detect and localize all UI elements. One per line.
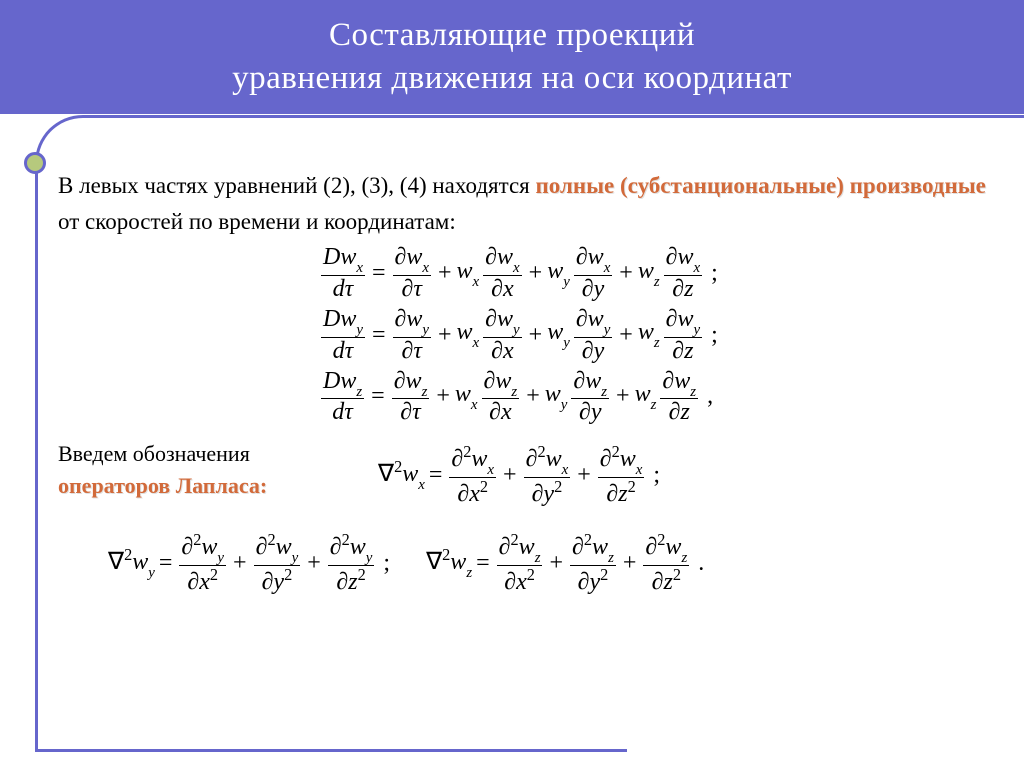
laplace-row-x: ∇2wx=∂2wx∂x2+∂2wx∂y2+∂2wx∂z2; (378, 444, 994, 506)
laplace-intro-line1: Введем обозначения (58, 438, 348, 470)
slide-body: В левых частях уравнений (2), (3), (4) н… (58, 168, 994, 600)
intro-paragraph: В левых частях уравнений (2), (3), (4) н… (58, 168, 994, 239)
laplace-row-z: ∇2wz=∂2wz∂x2+∂2wz∂y2+∂2wz∂z2. (426, 532, 704, 594)
substantial-derivatives-equations: Dwxdτ=∂wx∂τ+wx∂wx∂x+wy∂wx∂y+wz∂wx∂z; Dwyd… (318, 245, 994, 424)
intro-post: от скоростей по времени и координатам: (58, 209, 456, 234)
laplace-intro: Введем обозначения операторов Лапласа: (58, 438, 348, 502)
slide-title: Составляющие проекций уравнения движения… (0, 0, 1024, 114)
laplace-row-y: ∇2wy=∂2wy∂x2+∂2wy∂y2+∂2wy∂z2; (108, 532, 390, 594)
substantial-row-x: Dwxdτ=∂wx∂τ+wx∂wx∂x+wy∂wx∂y+wz∂wx∂z; (318, 245, 994, 301)
laplace-intro-line2: операторов Лапласа: (58, 470, 348, 502)
decorative-bullet (24, 152, 46, 174)
intro-pre: В левых частях уравнений (2), (3), (4) н… (58, 173, 536, 198)
intro-highlight: полные (субстанциональные) производные (536, 173, 986, 198)
laplace-y-equation: ∇2wy=∂2wy∂x2+∂2wy∂y2+∂2wy∂z2; (108, 526, 390, 600)
substantial-row-z: Dwzdτ=∂wz∂τ+wx∂wz∂x+wy∂wz∂y+wz∂wz∂z, (318, 369, 994, 425)
substantial-row-y: Dwydτ=∂wy∂τ+wx∂wy∂x+wy∂wy∂y+wz∂wy∂z; (318, 307, 994, 363)
laplace-z-equation: ∇2wz=∂2wz∂x2+∂2wz∂y2+∂2wz∂z2. (426, 526, 704, 600)
title-line-1: Составляющие проекций (40, 14, 984, 57)
title-line-2: уравнения движения на оси координат (40, 57, 984, 100)
laplace-x-equation: ∇2wx=∂2wx∂x2+∂2wx∂y2+∂2wx∂z2; (378, 438, 994, 512)
